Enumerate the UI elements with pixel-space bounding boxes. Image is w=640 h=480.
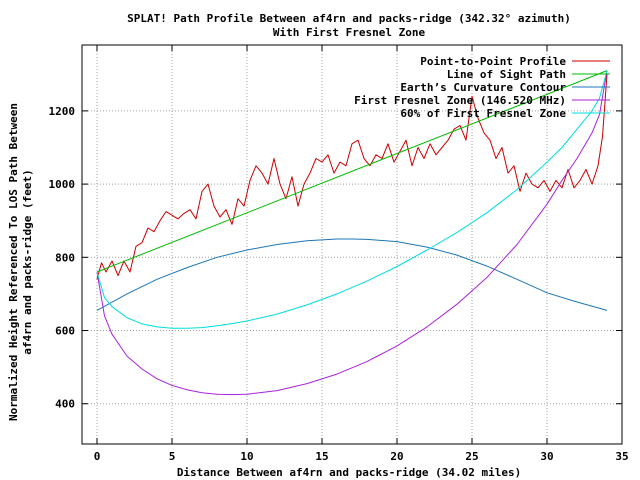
x-tick-label: 15 [315, 450, 328, 463]
legend-label-first-fresnel-zone-146-520-mhz: First Fresnel Zone (146.520 MHz) [354, 94, 566, 107]
legend-label-60-of-first-fresnel-zone: 60% of First Fresnel Zone [400, 107, 566, 120]
series-line-60-of-first-fresnel-zone [96, 70, 608, 329]
y-tick-label: 1200 [49, 105, 76, 118]
y-axis-label-line2: af4rn and packs-ridge (feet) [21, 169, 34, 354]
series-line-point-to-point-profile [96, 74, 608, 280]
x-tick-label: 35 [615, 450, 628, 463]
x-tick-label: 5 [169, 450, 176, 463]
y-tick-label: 400 [55, 398, 75, 411]
series-line-earth-s-curvature-contour [96, 238, 608, 311]
axis-ticks: 0 5 10 15 20 25 30 35 400 600 800 1000 1200 [49, 45, 629, 463]
x-tick-label: 20 [390, 450, 403, 463]
x-tick-label: 10 [240, 450, 253, 463]
legend-label-earth-s-curvature-contour: Earth’s Curvature Contour [400, 81, 566, 94]
y-tick-label: 1000 [49, 178, 76, 191]
y-axis-label-line1: Normalized Height Referenced To LOS Path… [7, 103, 20, 421]
x-tick-label: 30 [540, 450, 553, 463]
legend-label-point-to-point-profile: Point-to-Point Profile [420, 55, 566, 68]
x-tick-label: 0 [94, 450, 101, 463]
plot-frame [81, 44, 623, 445]
series-line-line-of-sight-path [96, 70, 608, 273]
y-tick-label: 800 [55, 251, 75, 264]
chart-title-line1: SPLAT! Path Profile Between af4rn and pa… [127, 12, 571, 25]
chart-title-line2: With First Fresnel Zone [273, 26, 426, 39]
legend-label-line-of-sight-path: Line of Sight Path [447, 68, 566, 81]
x-axis-label: Distance Between af4rn and packs-ridge (… [177, 466, 521, 479]
y-tick-label: 600 [55, 325, 75, 338]
series-line-first-fresnel-zone-146-520-mhz [96, 70, 608, 396]
x-tick-label: 25 [465, 450, 478, 463]
plot-lines [96, 70, 608, 396]
